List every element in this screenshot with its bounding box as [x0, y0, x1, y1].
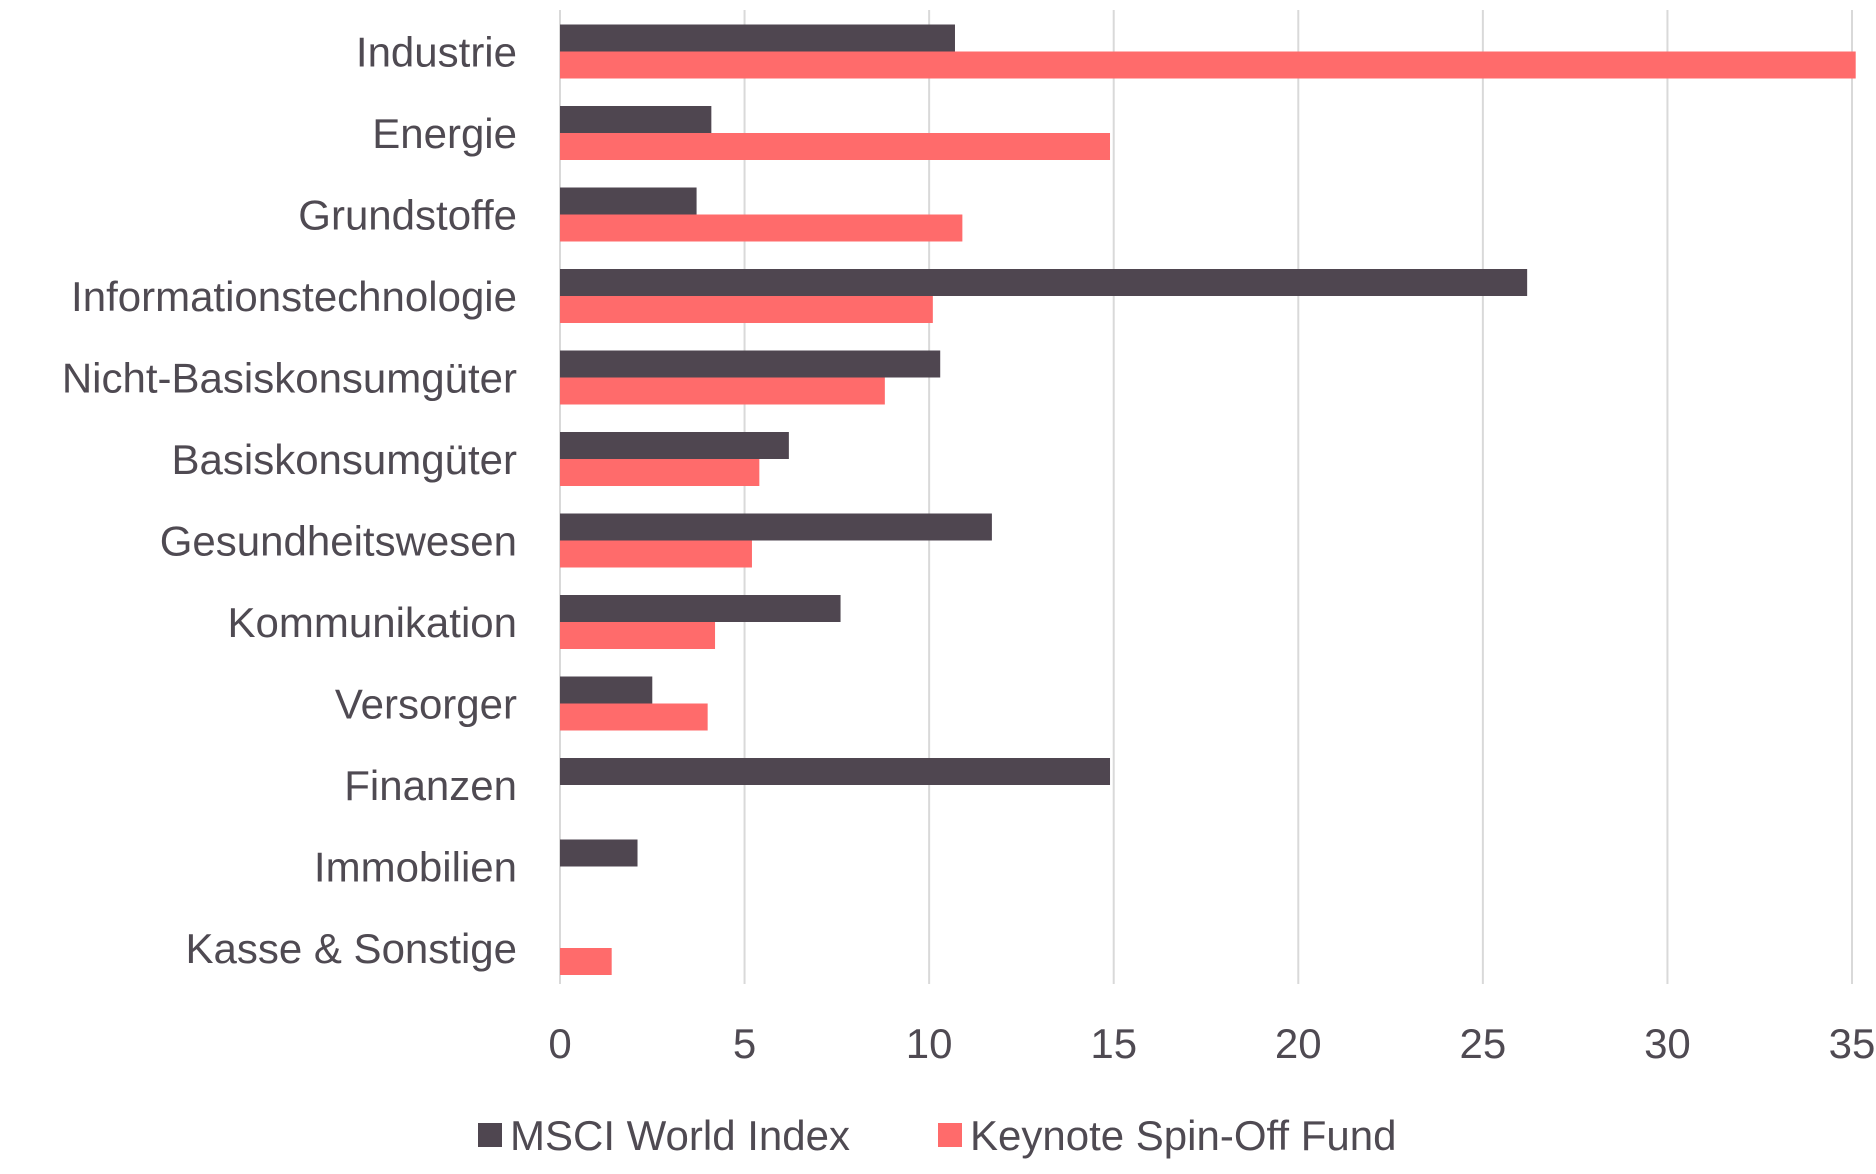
- bar-msci-world-index: [560, 432, 789, 459]
- category-labels: Industrie Energie Grundstoffe Informationst…: [62, 29, 517, 973]
- bars: [560, 24, 1856, 975]
- x-tick-label: 30: [1644, 1020, 1691, 1067]
- category-label: Energie: [372, 110, 517, 157]
- legend-swatch: [478, 1123, 502, 1147]
- category-label: Kommunikation: [228, 599, 517, 646]
- category-label: Nicht-Basiskonsumgüter: [62, 355, 517, 402]
- x-tick-label: 0: [548, 1020, 571, 1067]
- x-tick-label: 20: [1275, 1020, 1322, 1067]
- bar-msci-world-index: [560, 513, 992, 541]
- bar-keynote-spin-off-fund: [560, 459, 760, 486]
- bar-msci-world-index: [560, 187, 697, 215]
- bar-msci-world-index: [560, 595, 841, 622]
- legend-label: MSCI World Index: [510, 1112, 850, 1159]
- x-tick-label: 15: [1090, 1020, 1137, 1067]
- bar-keynote-spin-off-fund: [560, 214, 963, 242]
- bar-msci-world-index: [560, 758, 1111, 785]
- legend-label: Keynote Spin-Off Fund: [970, 1112, 1396, 1159]
- bar-keynote-spin-off-fund: [560, 540, 752, 568]
- legend: MSCI World Index Keynote Spin-Off Fund: [478, 1112, 1396, 1159]
- category-label: Immobilien: [314, 844, 517, 891]
- gridlines: [559, 10, 1853, 984]
- x-tick-label: 10: [906, 1020, 953, 1067]
- x-tick-label: 25: [1459, 1020, 1506, 1067]
- category-label: Industrie: [356, 29, 517, 76]
- category-label: Grundstoffe: [298, 192, 517, 239]
- bar-msci-world-index: [560, 676, 653, 704]
- bar-keynote-spin-off-fund: [560, 622, 716, 649]
- category-label: Basiskonsumgüter: [172, 436, 518, 483]
- category-label: Versorger: [335, 681, 517, 728]
- legend-swatch: [938, 1123, 962, 1147]
- bar-keynote-spin-off-fund: [560, 377, 885, 405]
- bar-msci-world-index: [560, 269, 1528, 296]
- bar-keynote-spin-off-fund: [560, 948, 612, 975]
- category-label: Kasse & Sonstige: [185, 925, 517, 972]
- bar-keynote-spin-off-fund: [560, 703, 708, 731]
- bar-msci-world-index: [560, 24, 955, 52]
- bar-keynote-spin-off-fund: [560, 51, 1856, 79]
- category-label: Finanzen: [344, 762, 517, 809]
- bar-keynote-spin-off-fund: [560, 133, 1111, 160]
- x-axis-ticks: 0 5 10 15 20 25 30 35: [548, 1020, 1875, 1067]
- category-label: Gesundheitswesen: [160, 518, 517, 565]
- bar-keynote-spin-off-fund: [560, 296, 933, 323]
- x-tick-label: 35: [1829, 1020, 1876, 1067]
- bar-msci-world-index: [560, 350, 941, 378]
- bar-msci-world-index: [560, 106, 712, 133]
- x-tick-label: 5: [733, 1020, 756, 1067]
- category-label: Informationstechnologie: [71, 273, 517, 320]
- bar-msci-world-index: [560, 839, 638, 867]
